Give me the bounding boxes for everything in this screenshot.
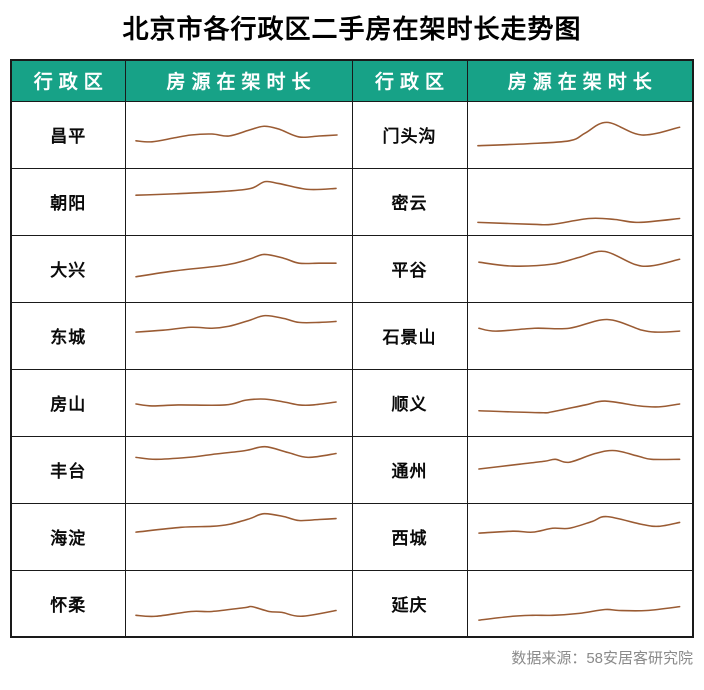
sparkline-chart [134,314,337,333]
district-name-cell: 通州 [351,435,468,504]
district-name-cell: 西城 [351,502,468,571]
table-row: 怀柔 延庆 [10,569,694,638]
district-name-cell: 延庆 [351,569,468,638]
table-row: 丰台 通州 [10,435,694,504]
header-row: 行政区 房源在架时长 行政区 房源在架时长 [10,59,694,102]
header-cell-district-right: 行政区 [351,59,468,102]
sparkline-chart [477,449,680,470]
header-cell-duration-right: 房源在架时长 [466,59,694,102]
district-name-cell: 门头沟 [351,100,468,169]
sparkline-cell [466,167,694,236]
header-cell-duration-left: 房源在架时长 [124,59,353,102]
sparkline-chart [134,124,338,143]
page-title: 北京市各行政区二手房在架时长走势图 [122,14,582,44]
district-name-cell: 怀柔 [10,569,126,638]
trend-line [134,314,337,333]
district-name-cell: 房山 [10,368,126,437]
sparkline-chart [477,249,680,267]
sparkline-cell [466,100,694,169]
sparkline-chart [134,605,337,617]
trend-line [134,253,337,278]
table-row: 昌平 门头沟 [10,100,694,169]
trend-line [476,216,680,226]
sparkline-cell [124,502,353,571]
sparkline-chart [134,397,337,407]
sparkline-chart [476,216,680,226]
district-name-cell: 大兴 [10,234,126,303]
sparkline-chart [134,253,337,278]
sparkline-chart [476,121,680,146]
trend-line [477,249,680,267]
district-name-cell: 丰台 [10,435,126,504]
sparkline-cell [124,569,353,638]
sparkline-cell [466,569,694,638]
table-row: 房山 顺义 [10,368,694,437]
sparkline-cell [466,234,694,303]
header-cell-district-left: 行政区 [10,59,126,102]
districts-table: 行政区 房源在架时长 行政区 房源在架时长 昌平 门头沟朝阳 密云大兴 平谷东城 石景山… [10,59,694,638]
sparkline-cell [466,301,694,370]
trend-line [134,605,337,617]
sparkline-chart [477,318,680,333]
trend-line [476,121,680,146]
sparkline-cell [466,368,694,437]
district-name-cell: 顺义 [351,368,468,437]
district-name-cell: 密云 [351,167,468,236]
sparkline-chart [477,605,680,621]
sparkline-cell [466,502,694,571]
sparkline-chart [134,512,337,533]
table-row: 海淀 西城 [10,502,694,571]
sparkline-chart [134,180,337,196]
sparkline-chart [134,445,337,460]
sparkline-cell [124,234,353,303]
sparkline-chart [477,399,680,414]
table-row: 大兴 平谷 [10,234,694,303]
trend-line [477,399,680,414]
table-row: 朝阳 密云 [10,167,694,236]
trend-line [134,512,337,533]
district-name-cell: 平谷 [351,234,468,303]
sparkline-cell [124,167,353,236]
table-header: 行政区 房源在架时长 行政区 房源在架时长 [10,59,694,102]
trend-line [477,449,680,470]
district-name-cell: 海淀 [10,502,126,571]
data-source-note: 数据来源：58安居客研究院 [511,650,693,667]
sparkline-cell [124,435,353,504]
trend-line [477,318,680,333]
trend-line [134,445,337,460]
district-name-cell: 昌平 [10,100,126,169]
sparkline-cell [466,435,694,504]
table-row: 东城 石景山 [10,301,694,370]
trend-line [477,515,680,534]
district-name-cell: 石景山 [351,301,468,370]
district-name-cell: 东城 [10,301,126,370]
table-body: 昌平 门头沟朝阳 密云大兴 平谷东城 石景山房山 顺义丰台 通州海淀 西城怀柔 延庆 [10,100,694,638]
trend-line [134,180,337,196]
sparkline-chart [477,515,680,534]
sparkline-cell [124,301,353,370]
sparkline-cell [124,368,353,437]
page: 北京市各行政区二手房在架时长走势图 行政区 房源在架时长 行政区 房源在架时长 … [0,9,704,690]
trend-line [134,124,338,143]
district-name-cell: 朝阳 [10,167,126,236]
sparkline-cell [124,100,353,169]
trend-line [134,397,337,407]
trend-line [477,605,680,621]
